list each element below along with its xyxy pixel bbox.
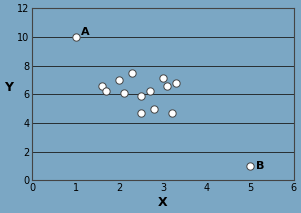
- Y-axis label: Y: Y: [4, 81, 13, 94]
- Point: [160, 77, 165, 80]
- Point: [139, 94, 144, 97]
- Text: B: B: [256, 161, 264, 171]
- Point: [73, 35, 78, 39]
- X-axis label: X: X: [158, 196, 168, 209]
- Text: A: A: [82, 27, 90, 37]
- Point: [174, 81, 178, 84]
- Point: [104, 90, 109, 93]
- Point: [117, 78, 122, 82]
- Point: [152, 107, 157, 110]
- Point: [147, 90, 152, 93]
- Point: [248, 164, 253, 168]
- Point: [100, 84, 104, 87]
- Point: [121, 91, 126, 95]
- Point: [130, 71, 135, 74]
- Point: [169, 111, 174, 115]
- Point: [139, 111, 144, 115]
- Point: [165, 84, 170, 87]
